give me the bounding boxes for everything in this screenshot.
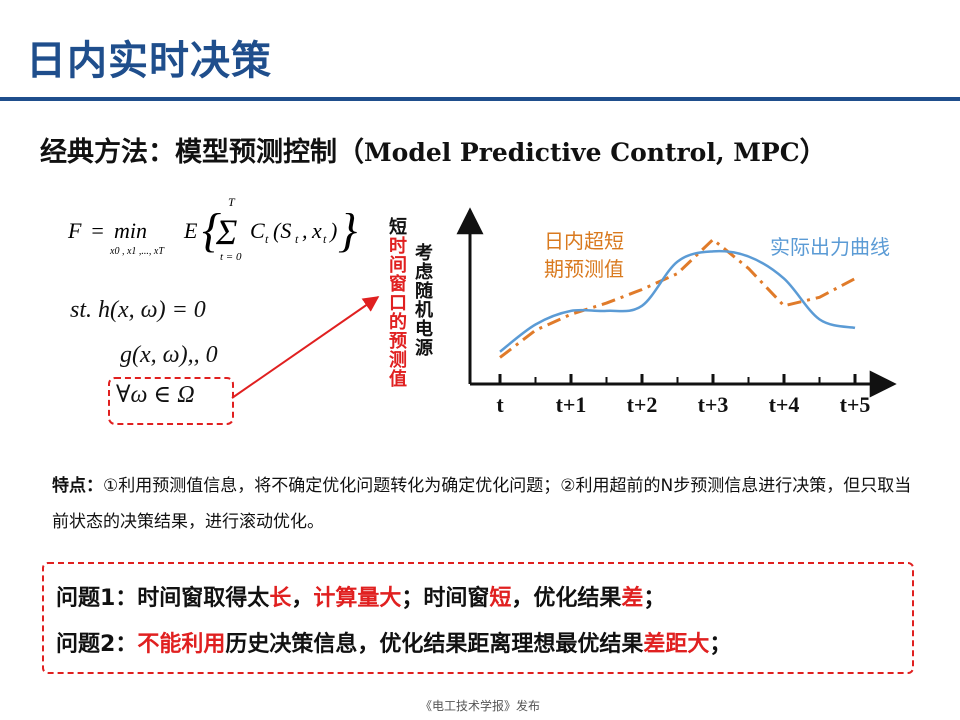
problem-1: 问题1：时间窗取得太长，计算量大；时间窗短，优化结果差； (56, 586, 666, 611)
problem-2: 问题2：不能利用历史决策信息，优化结果距离理想最优结果差距大； (56, 632, 732, 657)
page-title: 日内实时决策 (26, 38, 272, 84)
series-lines (499, 238, 856, 359)
link-arrow (231, 296, 380, 399)
svg-text:x: x (311, 218, 322, 243)
sum-upper: T (228, 195, 236, 209)
x-tick-label-1: t+1 (556, 392, 587, 417)
sum-lower: t = 0 (220, 251, 242, 263)
svg-text:t: t (323, 232, 327, 246)
features-text: ①利用预测值信息，将不确定优化问题转化为确定优化问题；②利用超前的N步预测信息进… (52, 476, 912, 532)
constraint-uncertainty: ∀ω ∈ Ω (116, 382, 195, 408)
x-tick-label-5: t+5 (840, 392, 871, 417)
svg-text:E: E (183, 218, 198, 243)
x-tick-label-3: t+3 (698, 392, 729, 417)
svg-text:t: t (265, 232, 269, 246)
objective-formula-svg: F = min x0 , x1 ,..., xT E { T Σ t = 0 C… (67, 195, 357, 263)
svg-text:=: = (90, 218, 105, 243)
x-tick-label-0: t (496, 392, 504, 417)
x-tick-label-4: t+4 (769, 392, 800, 417)
uncertainty-highlight-box (108, 377, 234, 425)
legend-forecast-line1: 日内超短 (544, 229, 624, 253)
min-subscript: x0 , x1 ,..., xT (109, 246, 165, 257)
footer-source: 《电工技术学报》发布 (419, 699, 540, 713)
svg-text:t: t (295, 232, 299, 246)
x-tick-labels: t t+1 t+2 t+3 t+4 t+5 (496, 392, 870, 417)
subtitle-close: ） (799, 137, 827, 168)
svg-text:,: , (302, 218, 308, 243)
subtitle-cn: 经典方法：模型预测控制（ (40, 137, 364, 168)
series-actual-line (499, 249, 856, 353)
x-tick-label-2: t+2 (627, 392, 658, 417)
svg-text:}: } (338, 204, 357, 257)
features-paragraph: 特点：①利用预测值信息，将不确定优化问题转化为确定优化问题；②利用超前的N步预测… (52, 468, 912, 540)
svg-text:): ) (328, 218, 337, 243)
subtitle-en: Model Predictive Control, MPC (364, 138, 800, 167)
legend-forecast-line2: 期预测值 (544, 257, 624, 281)
legend-actual: 实际出力曲线 (770, 235, 890, 259)
title-divider (0, 97, 960, 101)
problems-box: 问题1：时间窗取得太长，计算量大；时间窗短，优化结果差； 问题2：不能利用历史决… (42, 562, 914, 674)
svg-text:C: C (250, 218, 265, 243)
constraint-equality: st. h(x, ω) = 0 (70, 297, 206, 323)
series-forecast-line (499, 238, 856, 359)
svg-text:(S: (S (273, 218, 291, 243)
vertical-label-window: 短时间窗口的预测值 (386, 218, 410, 389)
x-ticks (498, 374, 857, 384)
svg-text:{: { (202, 204, 221, 257)
vertical-label-random-source: 考虑随机电源 (415, 243, 433, 359)
constraint-inequality: g(x, ω),, 0 (120, 342, 218, 368)
subtitle: 经典方法：模型预测控制（Model Predictive Control, MP… (40, 130, 827, 169)
svg-text:Σ: Σ (215, 212, 237, 252)
features-head: 特点： (52, 476, 103, 496)
svg-text:F: F (67, 218, 82, 243)
svg-text:min: min (114, 218, 147, 243)
vertical-label-window-rest: 时间窗口的预测值 (389, 236, 407, 390)
vertical-label-window-first: 短 (389, 217, 407, 238)
